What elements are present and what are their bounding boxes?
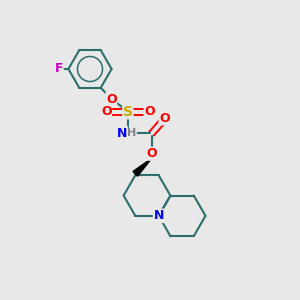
Text: N: N	[154, 209, 164, 222]
Text: H: H	[128, 128, 136, 138]
Polygon shape	[133, 158, 152, 176]
Text: O: O	[101, 105, 112, 118]
Text: N: N	[154, 209, 164, 222]
Text: S: S	[123, 105, 133, 119]
Text: O: O	[144, 105, 155, 118]
Text: O: O	[106, 93, 117, 106]
Text: F: F	[55, 62, 63, 76]
Text: O: O	[159, 112, 170, 125]
Text: O: O	[146, 147, 157, 160]
Text: N: N	[117, 127, 128, 140]
